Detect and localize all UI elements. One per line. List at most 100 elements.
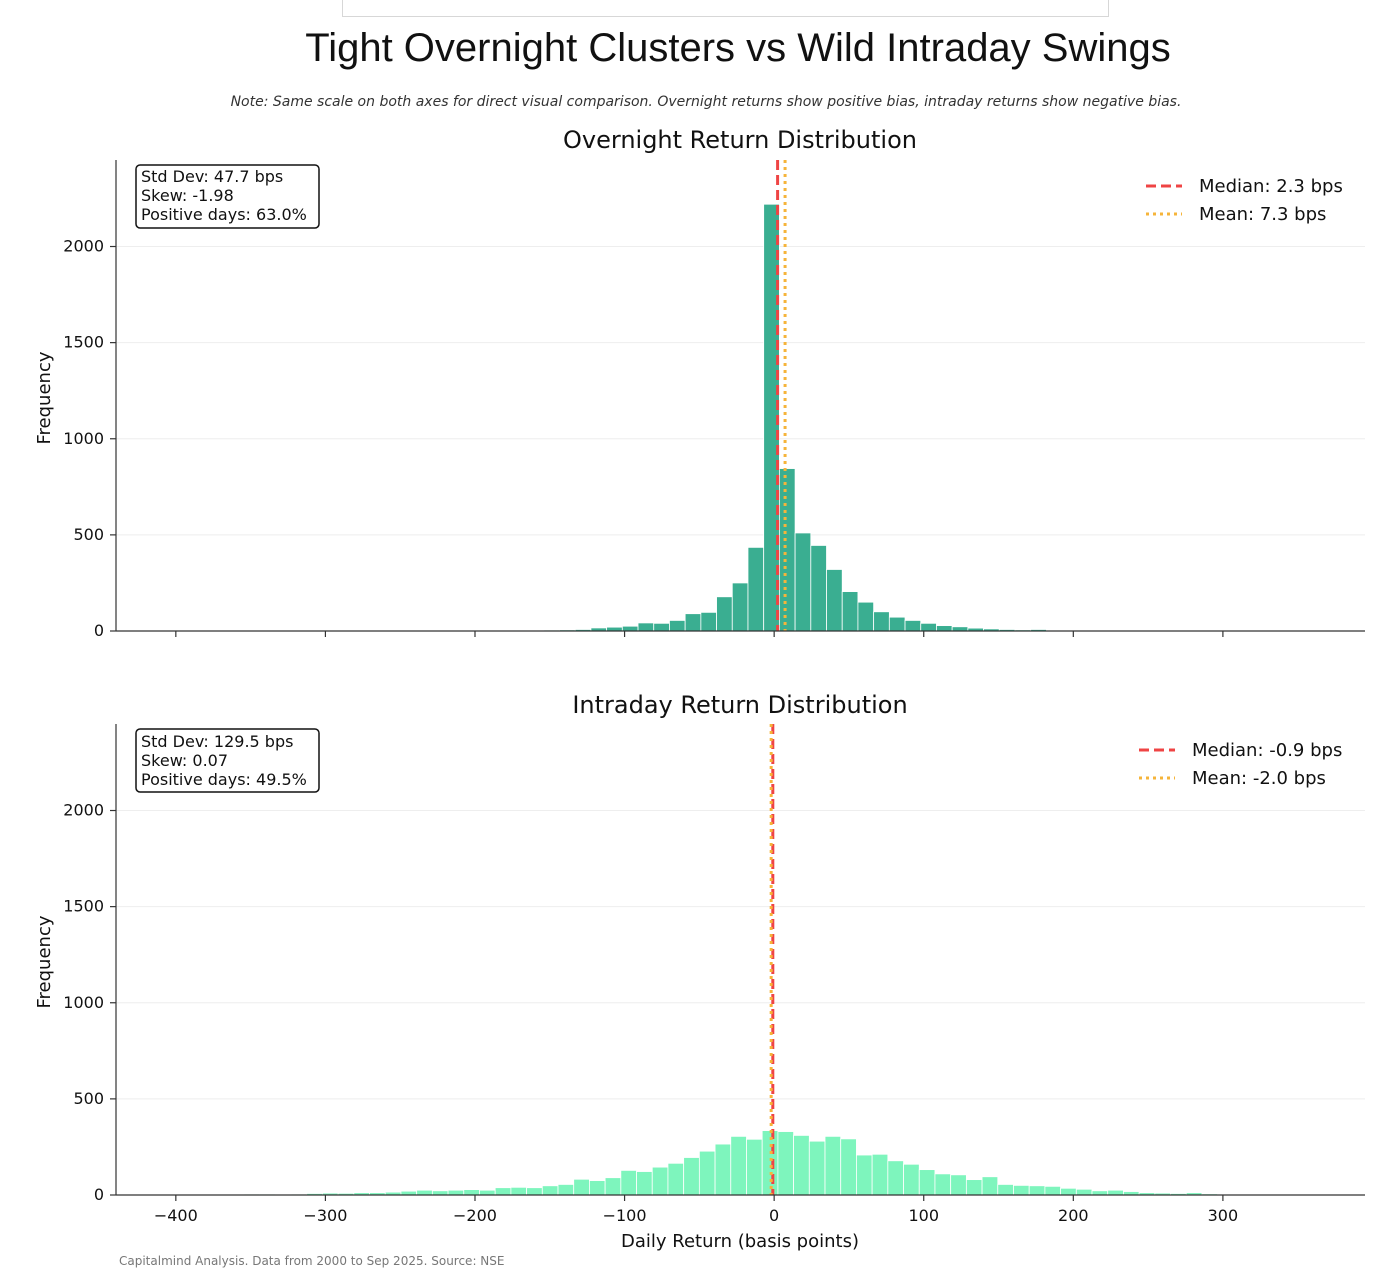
figure-note: Note: Same scale on both axes for direct… xyxy=(230,94,1182,110)
intraday-bar xyxy=(730,1135,747,1196)
intraday-bar xyxy=(447,1189,465,1196)
intraday-bar xyxy=(856,1154,873,1196)
overnight-legend-median: Median: 2.3 bps xyxy=(1199,176,1343,197)
overnight-bar xyxy=(873,611,890,632)
overnight-bar xyxy=(920,622,937,632)
intraday-y-tick-label: 2000 xyxy=(63,801,104,820)
intraday-bar xyxy=(793,1135,810,1196)
intraday-title: Intraday Return Distribution xyxy=(572,691,907,719)
overnight-bar xyxy=(936,625,953,632)
overnight-title: Overnight Return Distribution xyxy=(563,126,917,154)
intraday-bar xyxy=(494,1187,512,1196)
intraday-grid xyxy=(116,810,1365,1100)
intraday-bar xyxy=(997,1184,1014,1196)
intraday-legend-median: Median: -0.9 bps xyxy=(1192,740,1342,761)
intraday-bar xyxy=(1013,1184,1030,1196)
intraday-bar xyxy=(761,1130,779,1196)
intraday-legend-mean: Mean: -2.0 bps xyxy=(1192,768,1326,789)
intraday-bar xyxy=(1107,1189,1124,1196)
figure-title: Tight Overnight Clusters vs Wild Intrada… xyxy=(305,26,1171,70)
intraday-bar xyxy=(541,1185,559,1196)
intraday-bar xyxy=(824,1135,842,1196)
intraday-bar xyxy=(871,1153,889,1196)
intraday-bar xyxy=(573,1178,590,1196)
overnight-y-tick-label: 1000 xyxy=(63,429,104,448)
intraday-legend: Median: -0.9 bps Mean: -2.0 bps xyxy=(1139,740,1342,789)
intraday-bar xyxy=(604,1177,622,1196)
intraday-bar xyxy=(667,1162,685,1196)
intraday-x-tick-label: 100 xyxy=(908,1206,939,1225)
overnight-grid xyxy=(116,246,1365,536)
intraday-bar xyxy=(840,1138,857,1196)
intraday-bar xyxy=(965,1179,983,1196)
intraday-stat-std: Std Dev: 129.5 bps xyxy=(141,732,293,751)
overnight-bars xyxy=(511,203,1063,632)
overnight-y-tick-label: 2000 xyxy=(63,237,104,256)
intraday-bar xyxy=(463,1189,480,1196)
overnight-legend: Median: 2.3 bps Mean: 7.3 bps xyxy=(1146,176,1343,225)
intraday-panel: Intraday Return Distribution Frequency 0… xyxy=(34,691,1365,1252)
overnight-bar xyxy=(669,620,686,632)
top-frame xyxy=(342,0,1109,17)
overnight-bar xyxy=(888,616,906,632)
intraday-x-ticks: −400 −300 −200 −100 0 100 200 300 xyxy=(154,1195,1238,1225)
overnight-y-tick-label: 500 xyxy=(73,525,104,544)
intraday-bar xyxy=(950,1174,967,1196)
intraday-bar xyxy=(431,1190,449,1196)
intraday-bar xyxy=(698,1150,716,1196)
overnight-bar xyxy=(700,611,717,632)
intraday-bar xyxy=(934,1173,952,1196)
intraday-stat-positive: Positive days: 49.5% xyxy=(141,770,307,789)
overnight-y-tick-label: 1500 xyxy=(63,333,104,352)
intraday-bar xyxy=(636,1171,653,1196)
intraday-x-tick-label: 300 xyxy=(1208,1206,1239,1225)
overnight-bar xyxy=(716,596,733,632)
intraday-x-label: Daily Return (basis points) xyxy=(621,1231,859,1252)
overnight-bar xyxy=(621,625,639,632)
intraday-bar xyxy=(683,1157,700,1196)
intraday-y-tick-label: 1000 xyxy=(63,993,104,1012)
intraday-x-tick-label: 200 xyxy=(1058,1206,1089,1225)
intraday-bar xyxy=(918,1169,936,1196)
overnight-bar xyxy=(778,468,796,632)
overnight-bar xyxy=(794,532,812,632)
intraday-bars xyxy=(164,1130,1266,1196)
intraday-bar xyxy=(714,1143,732,1196)
overnight-x-ticks xyxy=(175,631,1224,637)
intraday-bar xyxy=(1028,1185,1046,1196)
intraday-bar xyxy=(416,1189,433,1196)
overnight-bar xyxy=(731,582,749,632)
intraday-bar xyxy=(1091,1190,1109,1196)
intraday-y-ticks: 0 500 1000 1500 2000 xyxy=(63,801,116,1204)
overnight-bar xyxy=(826,569,843,632)
overnight-legend-mean: Mean: 7.3 bps xyxy=(1199,204,1326,225)
overnight-bar xyxy=(904,620,922,632)
intraday-y-tick-label: 0 xyxy=(94,1185,104,1204)
intraday-bar xyxy=(746,1138,763,1196)
intraday-x-tick-label: −300 xyxy=(303,1206,347,1225)
intraday-bar xyxy=(981,1176,999,1196)
overnight-bar xyxy=(747,546,765,632)
intraday-y-tick-label: 500 xyxy=(73,1089,104,1108)
intraday-y-tick-label: 1500 xyxy=(63,897,104,916)
intraday-bar xyxy=(777,1131,795,1196)
intraday-bar xyxy=(620,1169,637,1196)
overnight-bar xyxy=(637,622,655,632)
overnight-bar xyxy=(951,626,969,632)
intraday-bar xyxy=(589,1180,606,1196)
overnight-bar xyxy=(810,545,827,632)
overnight-bar xyxy=(684,613,702,632)
intraday-bar xyxy=(510,1186,527,1196)
intraday-bar xyxy=(887,1160,904,1196)
overnight-y-tick-label: 0 xyxy=(94,621,104,640)
overnight-bar xyxy=(653,622,670,632)
overnight-stat-skew: Skew: -1.98 xyxy=(141,186,234,205)
overnight-stats-box: Std Dev: 47.7 bps Skew: -1.98 Positive d… xyxy=(135,164,320,229)
overnight-stat-positive: Positive days: 63.0% xyxy=(141,205,307,224)
intraday-bar xyxy=(1075,1188,1093,1196)
overnight-panel: Overnight Return Distribution Frequency … xyxy=(34,126,1365,640)
intraday-x-tick-label: −100 xyxy=(603,1206,647,1225)
intraday-bar xyxy=(651,1166,669,1196)
overnight-bar xyxy=(857,601,875,632)
